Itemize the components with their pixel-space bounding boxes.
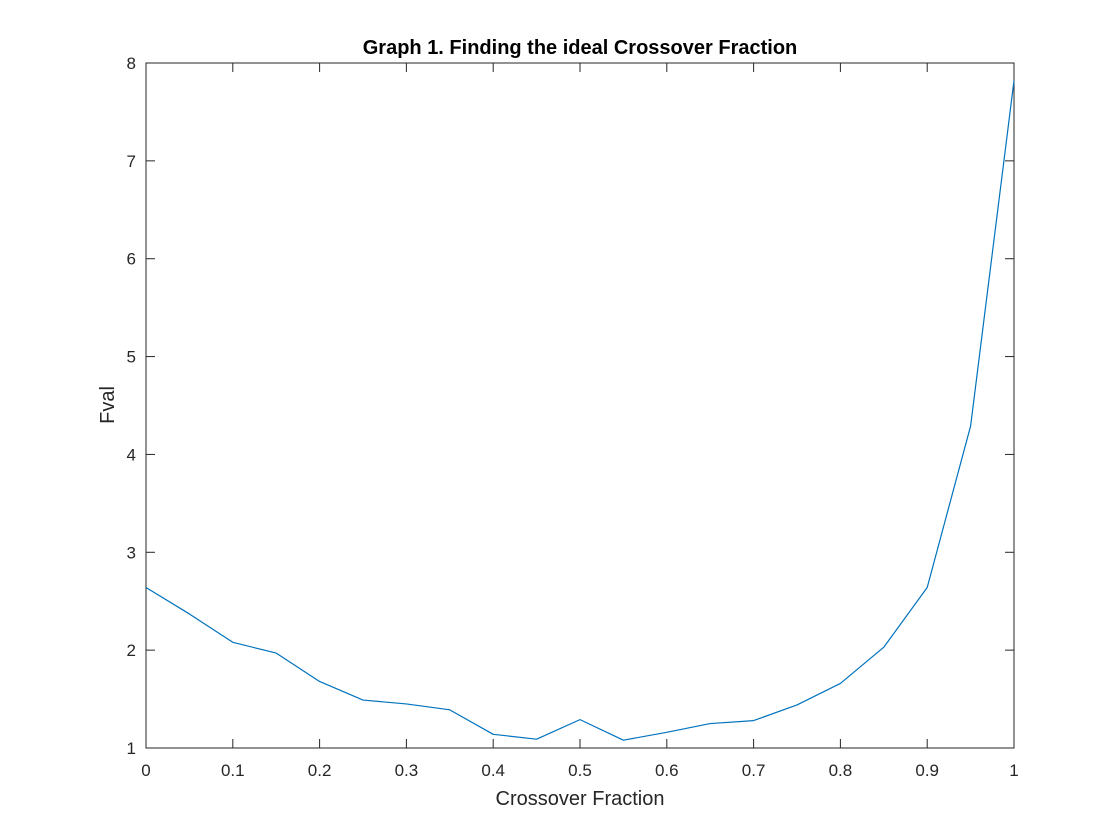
y-tick-label: 1	[127, 739, 136, 758]
y-tick-label: 5	[127, 348, 136, 367]
series-line	[145, 80, 1015, 741]
x-tick-label: 0.4	[481, 761, 505, 780]
y-tick-label: 6	[127, 250, 136, 269]
y-tick-label: 4	[127, 445, 136, 464]
y-axis-label: Fval	[97, 386, 119, 424]
chart-title: Graph 1. Finding the ideal Crossover Fra…	[363, 37, 798, 59]
x-tick-label: 0.2	[308, 761, 332, 780]
x-tick-label: 0.3	[395, 761, 419, 780]
x-tick-label: 0.1	[221, 761, 245, 780]
x-tick-label: 0	[141, 761, 150, 780]
y-tick-label: 8	[127, 54, 136, 73]
y-tick-label: 2	[127, 641, 136, 660]
x-tick-label: 0.8	[829, 761, 853, 780]
y-tick-label: 3	[127, 543, 136, 562]
plot-area-box	[145, 62, 1015, 749]
x-axis-label: Crossover Fraction	[496, 788, 665, 810]
y-tick-label: 7	[127, 152, 136, 171]
x-tick-label: 0.6	[655, 761, 679, 780]
series-group	[145, 80, 1015, 741]
x-tick-label: 0.5	[568, 761, 592, 780]
axis-ticks	[145, 62, 1015, 749]
x-tick-label: 1	[1009, 761, 1018, 780]
y-tick-labels: 1 2 3 4 5 6 7 8	[127, 54, 136, 758]
x-tick-labels: 0 0.1 0.2 0.3 0.4 0.5 0.6 0.7 0.8 0.9 1	[141, 761, 1018, 780]
x-tick-label: 0.9	[915, 761, 939, 780]
x-tick-label: 0.7	[742, 761, 766, 780]
